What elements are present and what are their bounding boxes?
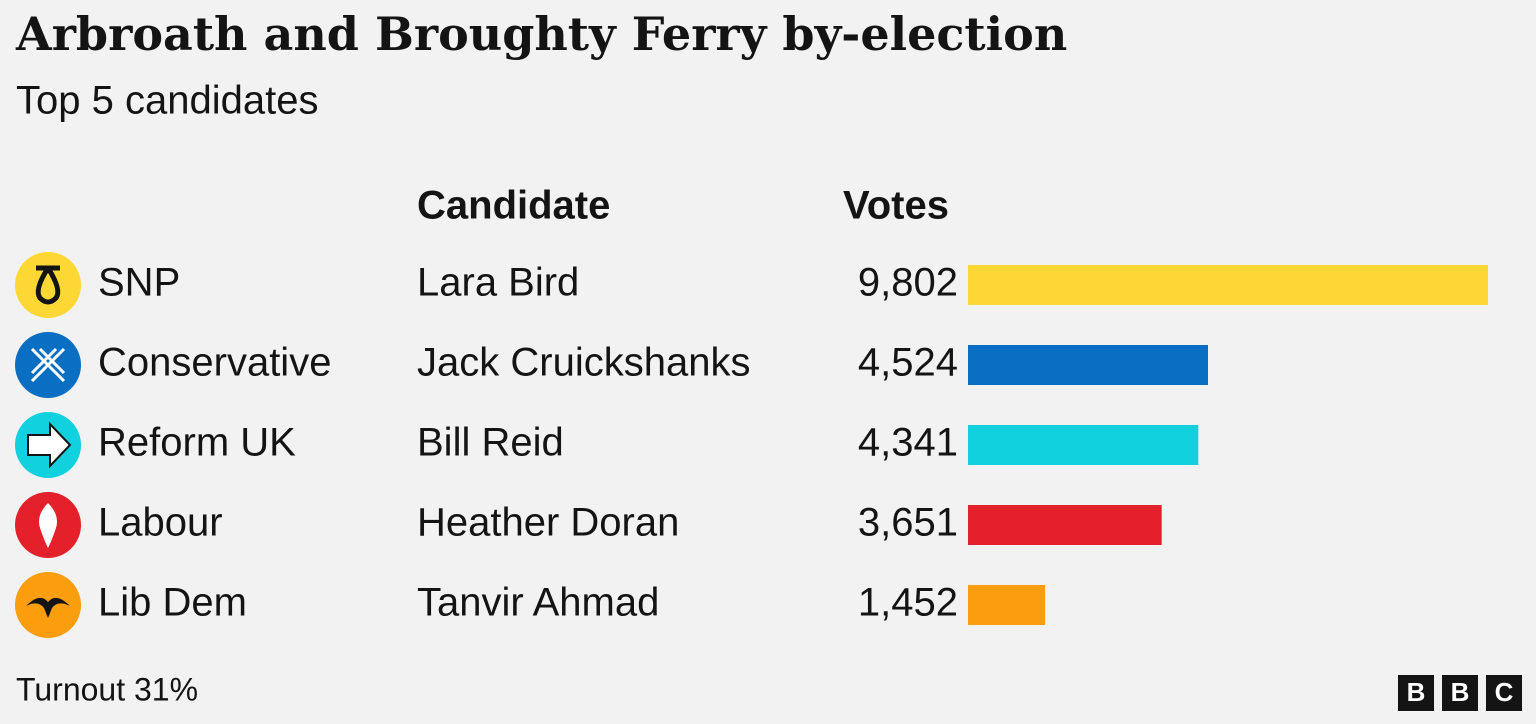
logo-box: [1486, 675, 1522, 711]
logo-box: [1442, 675, 1478, 711]
candidate-label: Tanvir Ahmad: [417, 581, 659, 625]
bar: [968, 585, 1046, 625]
bar: [968, 425, 1199, 465]
party-label: Reform UK: [98, 421, 296, 465]
bar: [968, 505, 1162, 545]
logo-letter: B: [1407, 677, 1426, 707]
party-label: Lib Dem: [98, 581, 247, 625]
chart-subtitle: Top 5 candidates: [16, 79, 318, 123]
logo-box: [1398, 675, 1434, 711]
value-label: 4,341: [858, 421, 958, 465]
logo-letter: C: [1495, 677, 1514, 707]
bar: [968, 265, 1488, 305]
candidate-label: Bill Reid: [417, 421, 564, 465]
party-icons: [15, 252, 81, 638]
party-label: SNP: [98, 261, 180, 305]
candidate-label: Jack Cruickshanks: [417, 341, 750, 385]
value-label: 9,802: [858, 261, 958, 305]
column-header: Votes: [843, 184, 949, 228]
party-label: Labour: [98, 501, 223, 545]
footnote: Turnout 31%: [16, 671, 198, 707]
chart-title: Arbroath and Broughty Ferry by-election: [15, 7, 1067, 61]
logo-letter: B: [1451, 677, 1470, 707]
party-label: Conservative: [98, 341, 331, 385]
value-label: 3,651: [858, 501, 958, 545]
value-label: 4,524: [858, 341, 958, 385]
bar: [968, 345, 1208, 385]
value-label: 1,452: [858, 581, 958, 625]
candidate-label: Heather Doran: [417, 501, 679, 545]
candidate-label: Lara Bird: [417, 261, 579, 305]
column-header: Candidate: [417, 184, 610, 228]
